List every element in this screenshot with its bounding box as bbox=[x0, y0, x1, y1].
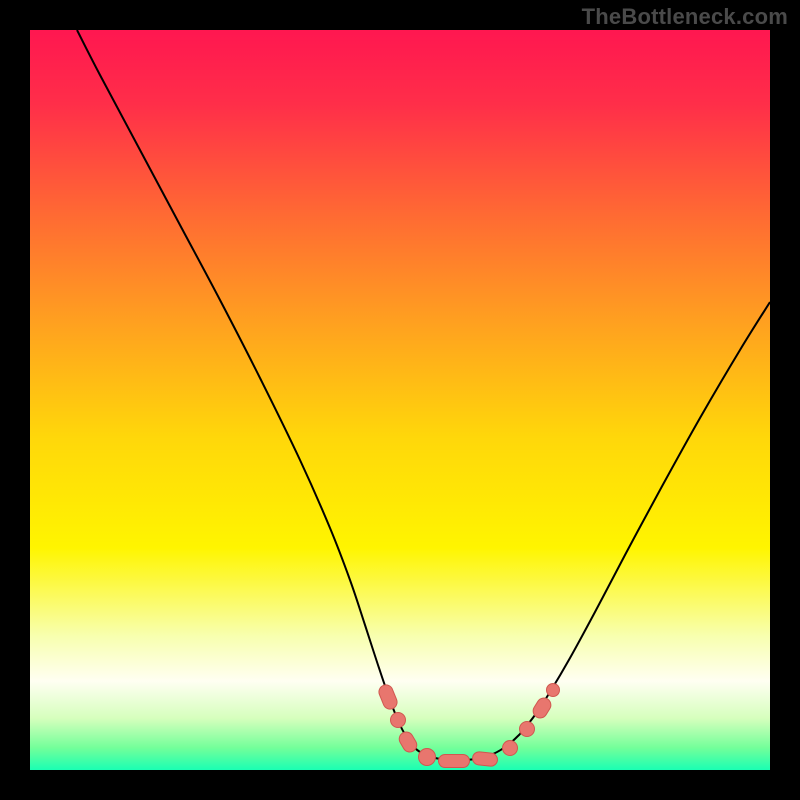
data-marker bbox=[390, 712, 406, 728]
data-marker bbox=[438, 754, 470, 768]
data-marker bbox=[530, 695, 554, 722]
data-marker bbox=[502, 740, 518, 756]
data-marker bbox=[519, 721, 535, 737]
data-marker bbox=[376, 682, 400, 712]
chart-plot-area bbox=[30, 30, 770, 770]
data-marker bbox=[418, 748, 436, 766]
data-marker bbox=[396, 729, 420, 756]
marker-layer bbox=[30, 30, 770, 770]
watermark-text: TheBottleneck.com bbox=[582, 4, 788, 30]
data-marker bbox=[546, 683, 560, 697]
data-marker bbox=[471, 751, 498, 768]
